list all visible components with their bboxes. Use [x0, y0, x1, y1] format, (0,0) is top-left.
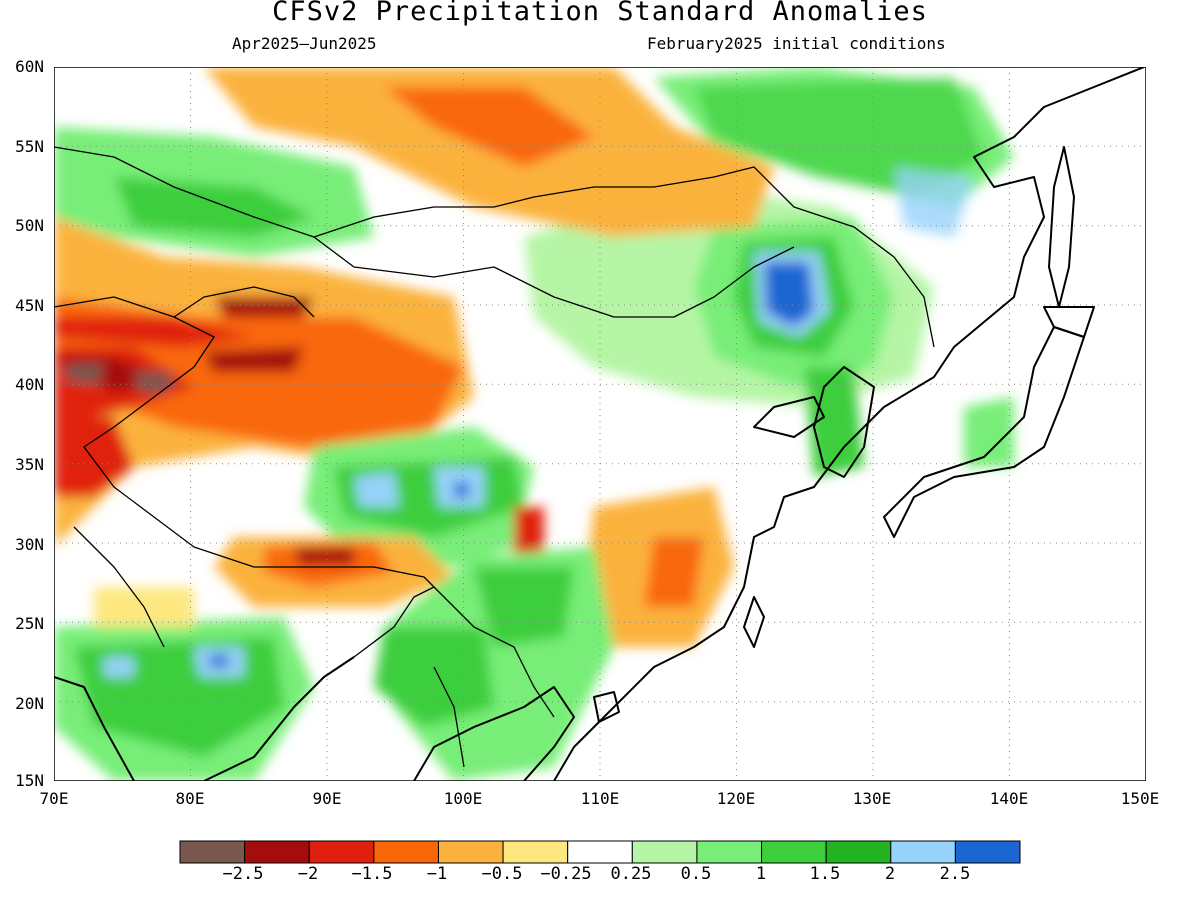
- colorbar-swatch: [761, 840, 827, 864]
- russia-border: [54, 146, 935, 348]
- colorbar-swatch: [502, 840, 569, 864]
- china-vietnam-border: [473, 626, 555, 718]
- japan-coast: [883, 326, 1085, 538]
- forecast-period: Apr2025–Jun2025: [232, 34, 377, 53]
- map-title: CFSv2 Precipitation Standard Anomalies: [272, 0, 928, 27]
- colorbar-swatch: [373, 840, 439, 864]
- anomaly-field: [384, 87, 594, 167]
- anomaly-field: [354, 472, 399, 507]
- colorbar-swatch: [179, 840, 246, 864]
- china-south-border: [54, 296, 475, 628]
- anomaly-field: [294, 547, 354, 565]
- lon-label-120e: 120E: [716, 789, 756, 808]
- colorbar-tick-label: 1.5: [809, 864, 841, 884]
- lon-label-90e: 90E: [312, 789, 342, 808]
- pakistan-border: [73, 526, 165, 648]
- colorbar-swatch: [890, 840, 956, 864]
- colorbar-tick-label: 1: [755, 864, 767, 884]
- coastlines: [54, 67, 1145, 781]
- mainland-coast: [553, 67, 1145, 781]
- lon-label-80e: 80E: [175, 789, 205, 808]
- anomaly-field: [694, 77, 984, 197]
- anomaly-field: [474, 567, 574, 647]
- hainan-coast: [593, 691, 620, 723]
- bohai-coast: [753, 396, 825, 438]
- indochina-coast: [413, 686, 575, 781]
- lat-label-20n: 20N: [15, 694, 44, 713]
- anomaly-field: [209, 655, 229, 667]
- colorbar-swatch: [954, 840, 1021, 864]
- anomaly-field: [204, 347, 304, 372]
- lat-label-45n: 45N: [15, 296, 44, 315]
- anomaly-fields: [54, 67, 1014, 781]
- anomaly-field: [374, 627, 494, 727]
- initial-conditions: February2025 initial conditions: [647, 34, 946, 53]
- lon-label-110e: 110E: [580, 789, 620, 808]
- korea-coast: [813, 366, 875, 478]
- hokkaido-coast: [1043, 306, 1095, 338]
- kazakhstan-border: [173, 286, 315, 318]
- colorbar: [179, 840, 1021, 864]
- anomaly-field: [214, 297, 314, 317]
- lat-label-60n: 60N: [15, 57, 44, 76]
- lat-label-35n: 35N: [15, 455, 44, 474]
- lon-label-150e: 150E: [1120, 789, 1160, 808]
- india-east-coast: [203, 656, 355, 781]
- graticule: [54, 67, 1146, 781]
- colorbar-swatch: [308, 840, 375, 864]
- bangladesh-border: [353, 586, 435, 658]
- mongolia-china-border: [313, 236, 795, 318]
- country-borders: [54, 146, 935, 768]
- lat-label-50n: 50N: [15, 216, 44, 235]
- anomaly-field: [54, 317, 254, 347]
- anomaly-field: [104, 657, 134, 677]
- taiwan-coast: [743, 596, 765, 648]
- lat-label-25n: 25N: [15, 614, 44, 633]
- colorbar-swatch: [696, 840, 763, 864]
- colorbar-swatch: [631, 840, 698, 864]
- colorbar-swatch: [825, 840, 892, 864]
- lat-label-55n: 55N: [15, 137, 44, 156]
- lon-label-140e: 140E: [989, 789, 1029, 808]
- colorbar-swatch: [437, 840, 504, 864]
- colorbar-tick-label: 2: [884, 864, 896, 884]
- anomaly-field: [894, 167, 974, 237]
- anomaly-field: [964, 397, 1014, 467]
- lat-label-30n: 30N: [15, 535, 44, 554]
- colorbar-tick-label: −2.5: [222, 864, 264, 884]
- lon-label-100e: 100E: [443, 789, 483, 808]
- lat-label-40n: 40N: [15, 375, 44, 394]
- colorbar-tick-label: −2: [297, 864, 319, 884]
- india-west-coast: [54, 676, 135, 781]
- colorbar-swatch: [244, 840, 310, 864]
- lon-label-130e: 130E: [852, 789, 892, 808]
- colorbar-tick-label: −1: [426, 864, 448, 884]
- anomaly-field: [764, 262, 814, 327]
- anomaly-field: [204, 67, 774, 237]
- myanmar-thailand-border: [433, 666, 465, 768]
- anomaly-field: [454, 482, 469, 497]
- colorbar-tick-label: −0.25: [540, 864, 592, 884]
- anomaly-field: [54, 417, 134, 497]
- colorbar-swatch: [567, 840, 633, 864]
- colorbar-tick-label: −1.5: [351, 864, 393, 884]
- colorbar-tick-label: −0.5: [481, 864, 523, 884]
- colorbar-tick-label: 2.5: [939, 864, 971, 884]
- lon-label-70e: 70E: [39, 789, 69, 808]
- anomaly-field: [134, 372, 174, 392]
- anomaly-field: [514, 507, 544, 557]
- anomaly-map: [54, 67, 1146, 781]
- anomaly-field: [114, 177, 314, 237]
- anomaly-field: [64, 363, 104, 385]
- anomaly-field: [644, 537, 704, 607]
- colorbar-tick-label: 0.5: [680, 864, 712, 884]
- colorbar-tick-label: 0.25: [610, 864, 652, 884]
- sakhalin-coast: [1048, 146, 1075, 308]
- lat-label-15n: 15N: [15, 771, 44, 790]
